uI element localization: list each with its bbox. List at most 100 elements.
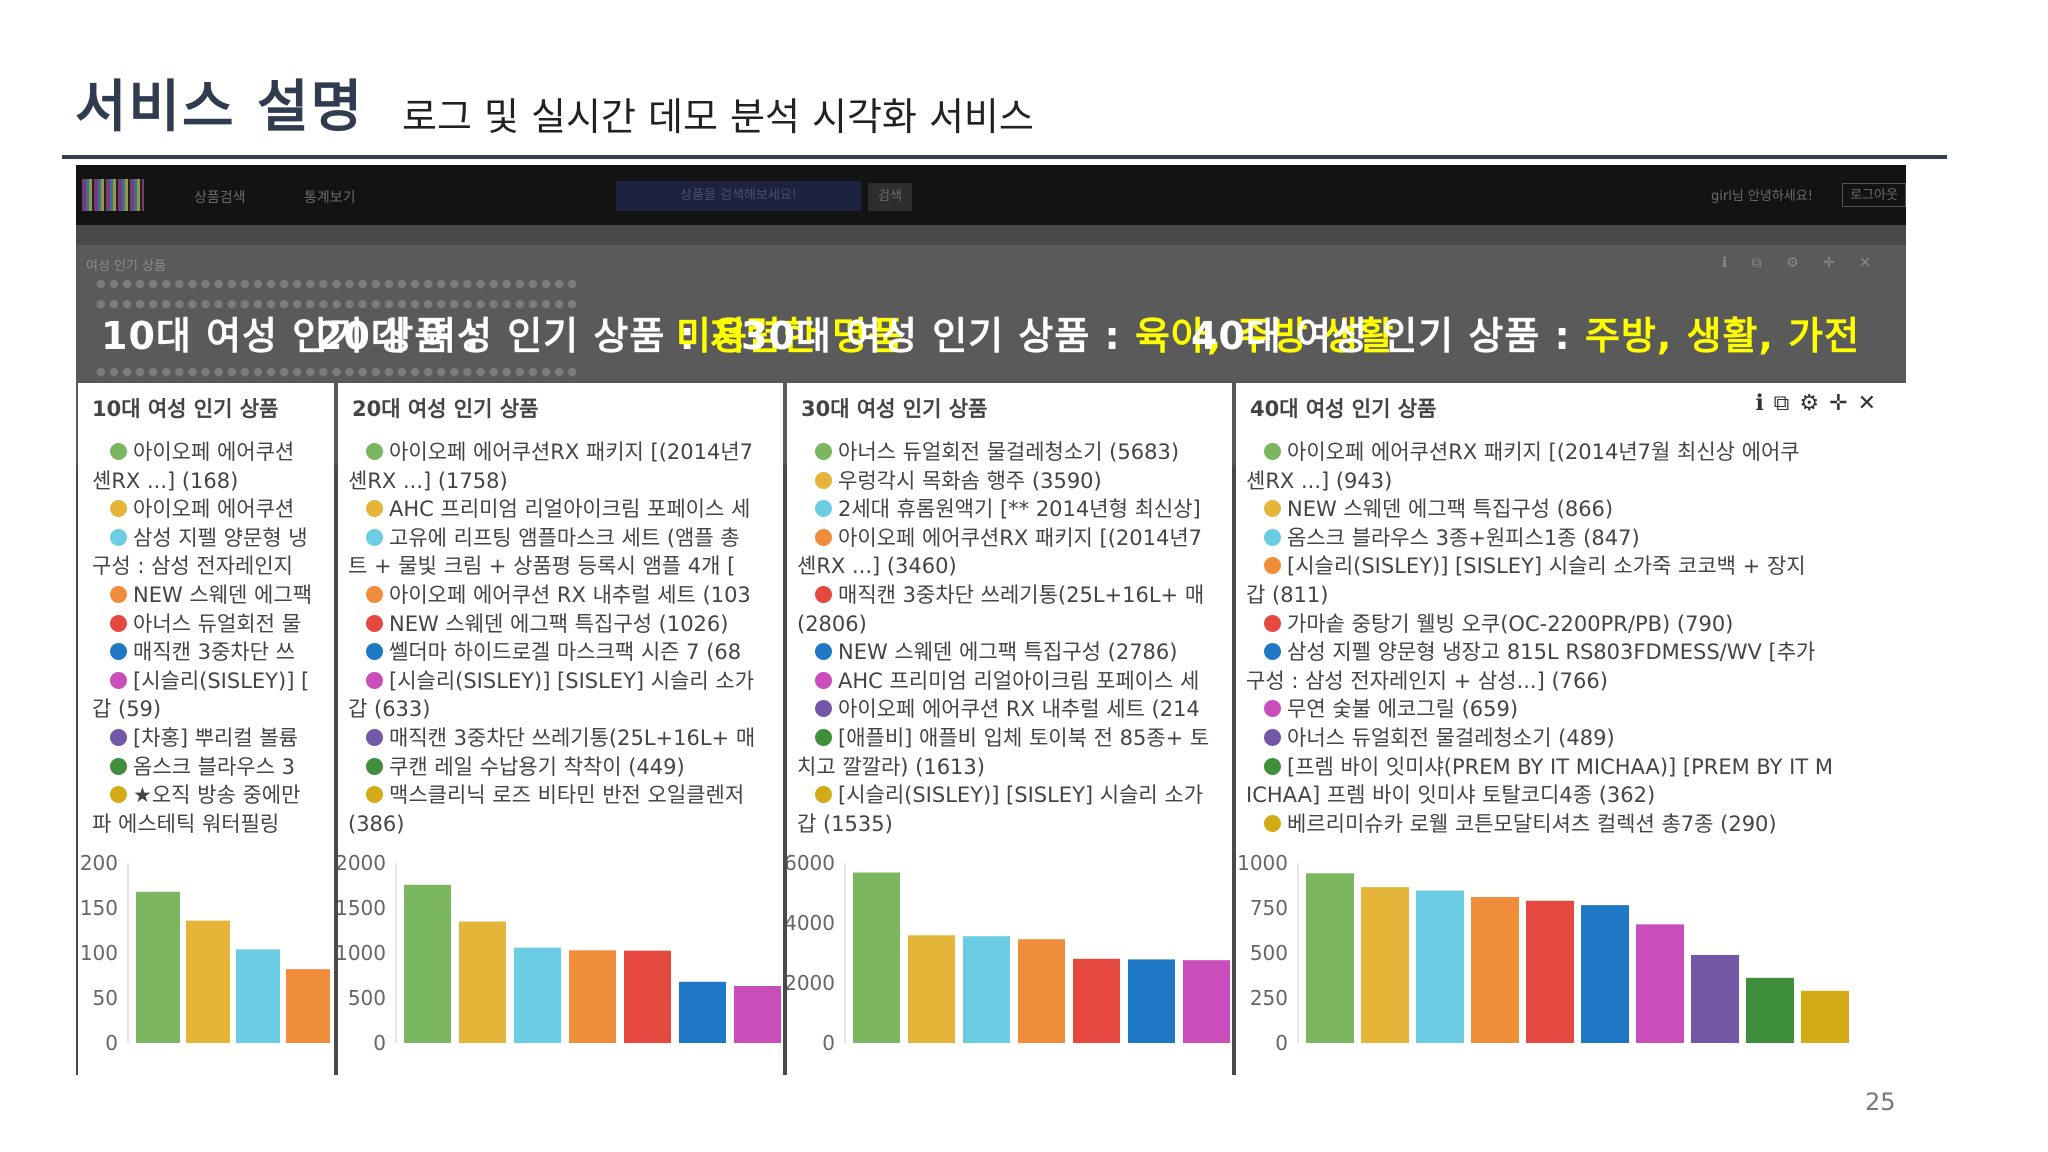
- legend-item[interactable]: [시슬리(SISLEY)] [SISLEY] 시슬리 소가: [366, 667, 783, 696]
- bar[interactable]: [286, 969, 330, 1043]
- legend-item[interactable]: [시슬리(SISLEY)] [SISLEY] 시슬리 소가: [815, 781, 1232, 810]
- legend-item[interactable]: 아이오페 에어쿠션 RX 내추럴 세트 (103: [366, 581, 783, 610]
- legend-item[interactable]: 베르리미슈카 로웰 코튼모달티셔츠 컬렉션 총7종 (290): [1264, 810, 1906, 839]
- legend-item[interactable]: 셴RX ...] (3460): [797, 552, 1232, 581]
- bar[interactable]: [1526, 900, 1574, 1043]
- bar[interactable]: [1691, 954, 1739, 1043]
- legend-item[interactable]: NEW 스웨덴 에그팩: [110, 581, 334, 610]
- legend-item[interactable]: AHC 프리미엄 리얼아이크림 포페이스 세: [815, 667, 1232, 696]
- bar[interactable]: [514, 947, 561, 1043]
- bar[interactable]: [404, 884, 451, 1043]
- bar[interactable]: [679, 981, 726, 1043]
- legend-item[interactable]: NEW 스웨덴 에그팩 특집구성 (2786): [815, 638, 1232, 667]
- legend-item[interactable]: 아너스 듀얼회전 물걸레청소기 (5683): [815, 438, 1232, 467]
- legend-item[interactable]: (2806): [797, 610, 1232, 639]
- legend-item[interactable]: 아이오페 에어쿠션RX 패키지 [(2014년7월 최신상 에어쿠: [1264, 438, 1906, 467]
- legend-item[interactable]: 2세대 휴롬원액기 [** 2014년형 최신상]: [815, 495, 1232, 524]
- legend-dot-icon: [366, 614, 383, 632]
- legend-item[interactable]: 고유에 리프팅 앰플마스크 세트 (앰플 총: [366, 524, 783, 553]
- bar[interactable]: [569, 950, 616, 1043]
- bar[interactable]: [136, 891, 180, 1043]
- legend-item[interactable]: ★오직 방송 중에만: [110, 781, 334, 810]
- legend-item[interactable]: 셴RX ...] (1758): [348, 467, 783, 496]
- legend-item[interactable]: (386): [348, 810, 783, 839]
- legend-item[interactable]: 아너스 듀얼회전 물걸레청소기 (489): [1264, 724, 1906, 753]
- bar[interactable]: [1361, 887, 1409, 1043]
- legend-item[interactable]: 아이오페 에어쿠션RX 패키지 [(2014년7: [366, 438, 783, 467]
- legend-item[interactable]: 아너스 듀얼회전 물: [110, 610, 334, 639]
- legend-item[interactable]: NEW 스웨덴 에그팩 특집구성 (866): [1264, 495, 1906, 524]
- legend-item[interactable]: 매직캔 3중차단 쓰: [110, 638, 334, 667]
- legend-dot-icon: [815, 500, 832, 518]
- bar[interactable]: [1306, 873, 1354, 1043]
- legend-item[interactable]: [차홍] 뿌리컬 볼륨: [110, 724, 334, 753]
- legend-item[interactable]: 트 + 물빛 크림 + 상품평 등록시 앰플 4개 [: [348, 552, 783, 581]
- legend-item[interactable]: 가마솥 중탕기 웰빙 오쿠(OC-2200PR/PB) (790): [1264, 610, 1906, 639]
- gear-icon[interactable]: ⚙: [1799, 391, 1830, 416]
- legend-item[interactable]: 갑 (59): [92, 695, 334, 724]
- legend-item[interactable]: [애플비] 애플비 입체 토이북 전 85종+ 토: [815, 724, 1232, 753]
- bar[interactable]: [1128, 959, 1175, 1043]
- legend-label: [시슬리(SISLEY)] [SISLEY] 시슬리 소가: [838, 783, 1204, 808]
- legend-item[interactable]: 구성 : 삼성 전자레인지 + 삼성...] (766): [1246, 667, 1906, 696]
- legend-dot-icon: [110, 786, 127, 804]
- bar[interactable]: [1018, 939, 1065, 1043]
- legend-item[interactable]: 옴스크 블라우스 3종+원피스1종 (847): [1264, 524, 1906, 553]
- legend-item[interactable]: [프렘 바이 잇미샤(PREM BY IT MICHAA)] [PREM BY …: [1264, 753, 1906, 782]
- bar[interactable]: [624, 950, 671, 1043]
- legend-item[interactable]: 치고 깔깔라) (1613): [797, 753, 1232, 782]
- app-logo[interactable]: [82, 179, 144, 211]
- legend-item[interactable]: 아이오페 에어쿠션: [110, 495, 334, 524]
- legend-item[interactable]: NEW 스웨덴 에그팩 특집구성 (1026): [366, 610, 783, 639]
- info-icon[interactable]: ℹ: [1755, 391, 1774, 416]
- bar[interactable]: [963, 936, 1010, 1043]
- legend-item[interactable]: 맥스클리닉 로즈 비타민 반전 오일클렌저: [366, 781, 783, 810]
- legend-item[interactable]: AHC 프리미엄 리얼아이크림 포페이스 세: [366, 495, 783, 524]
- legend-item[interactable]: 갑 (1535): [797, 810, 1232, 839]
- bar[interactable]: [1183, 960, 1230, 1043]
- legend-item[interactable]: 쿠캔 레일 수납용기 착착이 (449): [366, 753, 783, 782]
- legend-item[interactable]: ICHAA] 프렘 바이 잇미샤 토탈코디4종 (362): [1246, 781, 1906, 810]
- legend-item[interactable]: 우렁각시 목화솜 행주 (3590): [815, 467, 1232, 496]
- legend-item[interactable]: 셴RX ...] (943): [1246, 467, 1906, 496]
- bar[interactable]: [186, 920, 230, 1043]
- legend-item[interactable]: 갑 (633): [348, 695, 783, 724]
- nav-statistics[interactable]: 통계보기: [304, 190, 356, 206]
- bar[interactable]: [1636, 924, 1684, 1043]
- legend-item[interactable]: 매직캔 3중차단 쓰레기통(25L+16L+ 매: [815, 581, 1232, 610]
- legend-dot-icon: [110, 614, 127, 632]
- legend-item[interactable]: 아이오페 에어쿠션: [110, 438, 334, 467]
- search-input[interactable]: 상품을 검색해보세요!: [616, 181, 861, 211]
- bar[interactable]: [853, 872, 900, 1043]
- bar[interactable]: [908, 935, 955, 1043]
- search-button[interactable]: 검색: [868, 183, 912, 211]
- bar[interactable]: [1471, 897, 1519, 1043]
- legend-item[interactable]: 아이오페 에어쿠션RX 패키지 [(2014년7: [815, 524, 1232, 553]
- legend-item[interactable]: 매직캔 3중차단 쓰레기통(25L+16L+ 매: [366, 724, 783, 753]
- bar[interactable]: [1416, 890, 1464, 1043]
- bar[interactable]: [734, 986, 781, 1043]
- logout-button[interactable]: 로그아웃: [1842, 183, 1906, 207]
- legend-item[interactable]: 구성 : 삼성 전자레인지: [92, 552, 334, 581]
- legend-item[interactable]: 삼성 지펠 양문형 냉장고 815L RS803FDMESS/WV [추가: [1264, 638, 1906, 667]
- bar[interactable]: [459, 921, 506, 1044]
- bar[interactable]: [1581, 905, 1629, 1043]
- move-icon[interactable]: ✛: [1829, 391, 1858, 416]
- bar[interactable]: [1801, 990, 1849, 1043]
- legend-item[interactable]: 무연 숯불 에코그릴 (659): [1264, 695, 1906, 724]
- legend-item[interactable]: 갑 (811): [1246, 581, 1906, 610]
- legend-item[interactable]: [시슬리(SISLEY)] [SISLEY] 시슬리 소가죽 코코백 + 장지: [1264, 552, 1906, 581]
- legend-item[interactable]: 쎌더마 하이드로겔 마스크팩 시즌 7 (68: [366, 638, 783, 667]
- bar[interactable]: [1746, 977, 1794, 1043]
- legend-item[interactable]: 삼성 지펠 양문형 냉: [110, 524, 334, 553]
- copy-icon[interactable]: ⧉: [1773, 391, 1800, 416]
- legend-item[interactable]: 옴스크 블라우스 3: [110, 753, 334, 782]
- close-icon[interactable]: ✕: [1857, 391, 1886, 416]
- nav-product-search[interactable]: 상품검색: [194, 190, 246, 206]
- legend-item[interactable]: 아이오페 에어쿠션 RX 내추럴 세트 (214: [815, 695, 1232, 724]
- legend-item[interactable]: 셴RX ...] (168): [92, 467, 334, 496]
- bar[interactable]: [1073, 958, 1120, 1043]
- legend-item[interactable]: 파 에스테틱 워터필링: [92, 810, 334, 839]
- bar[interactable]: [236, 949, 280, 1043]
- legend-item[interactable]: [시슬리(SISLEY)] [: [110, 667, 334, 696]
